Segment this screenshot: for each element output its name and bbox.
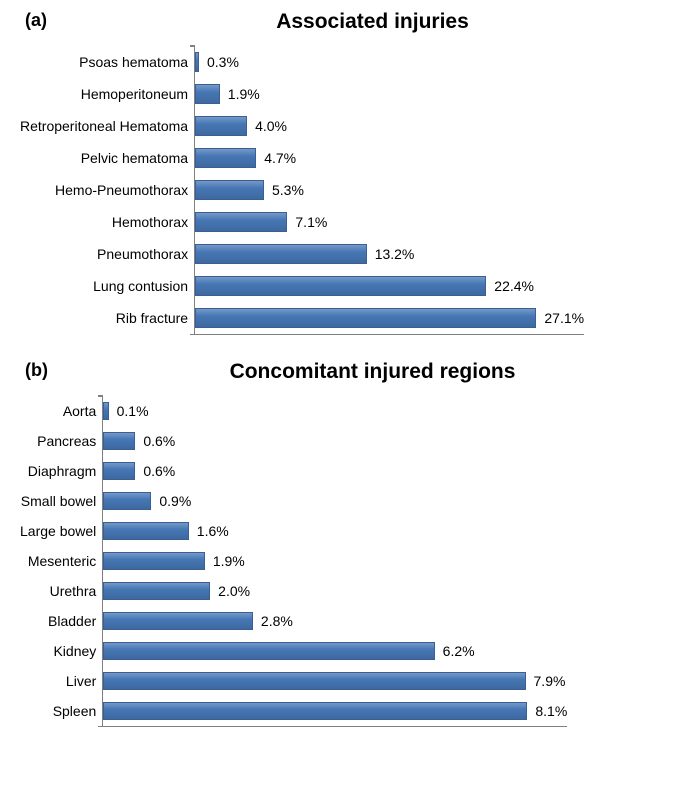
panel-a-plot: 0.3% 1.9% 4.0% 4.7% 5.3% 7.1% 13.2% 22.4% 27.1%	[194, 46, 584, 335]
bar	[195, 148, 256, 168]
panel-b-bars: 0.1% 0.6% 0.6% 0.9% 1.6% 1.9% 2.0% 2.8% 6.2% 7.9%…	[103, 396, 567, 726]
category-label: Hemothorax	[112, 206, 188, 238]
bar-row: 8.1%	[103, 696, 567, 726]
bar	[103, 402, 108, 420]
bar	[195, 52, 199, 72]
value-label: 0.6%	[143, 463, 175, 479]
bar-row: 1.6%	[103, 516, 567, 546]
category-label: Mesenteric	[28, 546, 96, 576]
bar-row: 0.9%	[103, 486, 567, 516]
value-label: 0.6%	[143, 433, 175, 449]
bar	[195, 308, 536, 328]
panel-b: (b) Concomitant injured regions AortaPan…	[20, 360, 665, 727]
panel-b-label: (b)	[25, 360, 48, 381]
category-label: Small bowel	[21, 486, 96, 516]
bar	[103, 582, 210, 600]
category-label: Hemo-Pneumothorax	[55, 174, 188, 206]
bar-row: 6.2%	[103, 636, 567, 666]
value-label: 2.0%	[218, 583, 250, 599]
bar	[103, 432, 135, 450]
value-label: 6.2%	[443, 643, 475, 659]
category-label: Large bowel	[20, 516, 96, 546]
bar-row: 27.1%	[195, 302, 584, 334]
value-label: 4.7%	[264, 150, 296, 166]
value-label: 0.9%	[159, 493, 191, 509]
bar	[103, 672, 525, 690]
panel-a-bars: 0.3% 1.9% 4.0% 4.7% 5.3% 7.1% 13.2% 22.4% 27.1%	[195, 46, 584, 334]
value-label: 8.1%	[535, 703, 567, 719]
bar	[195, 244, 367, 264]
panel-a-label: (a)	[25, 10, 47, 31]
bar-row: 2.8%	[103, 606, 567, 636]
category-label: Pneumothorax	[97, 238, 188, 270]
value-label: 5.3%	[272, 182, 304, 198]
bar-row: 5.3%	[195, 174, 584, 206]
value-label: 1.9%	[213, 553, 245, 569]
bar	[103, 462, 135, 480]
panel-a-chart: Psoas hematomaHemoperitoneumRetroperiton…	[20, 46, 665, 335]
category-label: Bladder	[48, 606, 96, 636]
category-label: Diaphragm	[28, 456, 96, 486]
bar-row: 7.1%	[195, 206, 584, 238]
panel-a: (a) Associated injuries Psoas hematomaHe…	[20, 10, 665, 335]
category-label: Rib fracture	[116, 302, 188, 334]
category-label: Lung contusion	[93, 270, 188, 302]
category-label: Retroperitoneal Hematoma	[20, 110, 188, 142]
bar-row: 0.1%	[103, 396, 567, 426]
bar-row: 13.2%	[195, 238, 584, 270]
value-label: 22.4%	[494, 278, 534, 294]
category-label: Spleen	[53, 696, 97, 726]
bar-row: 0.6%	[103, 456, 567, 486]
bar	[103, 492, 151, 510]
bar	[195, 84, 220, 104]
bar-row: 7.9%	[103, 666, 567, 696]
value-label: 1.9%	[228, 86, 260, 102]
bar-row: 4.0%	[195, 110, 584, 142]
bar-row: 1.9%	[195, 78, 584, 110]
bar-row: 1.9%	[103, 546, 567, 576]
value-label: 1.6%	[197, 523, 229, 539]
bar-row: 22.4%	[195, 270, 584, 302]
category-label: Urethra	[50, 576, 97, 606]
category-label: Aorta	[63, 396, 96, 426]
value-label: 7.9%	[534, 673, 566, 689]
category-label: Psoas hematoma	[79, 46, 188, 78]
value-label: 27.1%	[544, 310, 584, 326]
axis-tick-icon	[190, 334, 195, 336]
axis-tick-icon	[98, 726, 103, 728]
value-label: 7.1%	[295, 214, 327, 230]
category-label: Kidney	[53, 636, 96, 666]
panel-a-title: Associated injuries	[20, 10, 665, 34]
panel-a-ylabels: Psoas hematomaHemoperitoneumRetroperiton…	[20, 46, 194, 335]
bar	[195, 276, 486, 296]
panel-b-title: Concomitant injured regions	[20, 360, 665, 384]
bar	[103, 552, 205, 570]
panel-b-plot: 0.1% 0.6% 0.6% 0.9% 1.6% 1.9% 2.0% 2.8% 6.2% 7.9%…	[102, 396, 567, 727]
bar-row: 2.0%	[103, 576, 567, 606]
bar	[103, 522, 189, 540]
bar-row: 0.3%	[195, 46, 584, 78]
figure: (a) Associated injuries Psoas hematomaHe…	[0, 0, 685, 772]
bar	[195, 116, 247, 136]
value-label: 4.0%	[255, 118, 287, 134]
value-label: 0.3%	[207, 54, 239, 70]
value-label: 0.1%	[117, 403, 149, 419]
value-label: 2.8%	[261, 613, 293, 629]
bar	[103, 612, 253, 630]
category-label: Pancreas	[37, 426, 96, 456]
bar	[195, 180, 264, 200]
category-label: Liver	[66, 666, 96, 696]
bar-row: 0.6%	[103, 426, 567, 456]
category-label: Hemoperitoneum	[81, 78, 188, 110]
bar	[195, 212, 287, 232]
value-label: 13.2%	[375, 246, 415, 262]
bar-row: 4.7%	[195, 142, 584, 174]
category-label: Pelvic hematoma	[81, 142, 188, 174]
panel-b-chart: AortaPancreasDiaphragmSmall bowelLarge b…	[20, 396, 665, 727]
bar	[103, 642, 434, 660]
panel-b-ylabels: AortaPancreasDiaphragmSmall bowelLarge b…	[20, 396, 102, 727]
bar	[103, 702, 527, 720]
